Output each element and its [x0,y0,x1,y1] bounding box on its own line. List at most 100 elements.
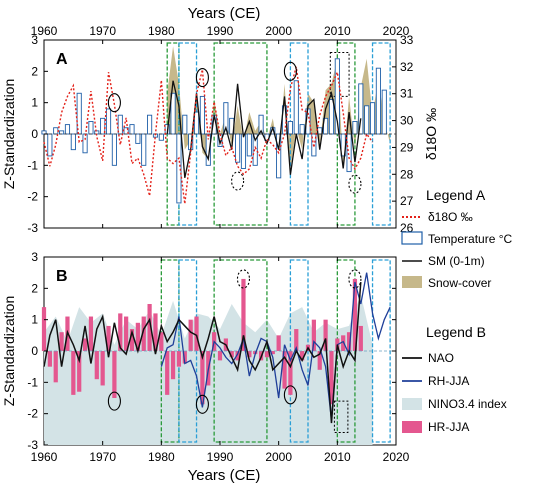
hr-jja-bar [329,351,334,405]
panel-a-y-axis-title: Z-Standardization [1,79,17,190]
temperature-bar [100,117,106,135]
hr-jja-bar [182,351,187,364]
panel-b-ticks: 1960 1970 1980 1990 2000 2010 2020 -3 -2 -1 0 1 2 3 [27,250,409,464]
temperature-bar [59,130,65,135]
y2-tick-label: 33 [400,33,414,47]
y-tick-label: 2 [31,64,38,78]
legend-a-item-d18o: δ18O ‰ [402,210,473,224]
legend-b: Legend B NAO RH-JJA NINO3.4 index HR-JJA [402,324,507,434]
hr-jja-bar [288,351,293,395]
x-tick-label: 2020 [383,450,410,464]
legend-a-item-snow-cover: Snow-cover [402,276,491,290]
hr-jja-bar [100,351,105,386]
y-tick-label: -1 [27,375,38,389]
legend-a-label-snow-cover: Snow-cover [428,276,491,290]
temperature-bar [170,92,176,135]
panel-b-circle-markers [107,269,362,414]
hr-jja-bar [71,351,76,395]
highlight-box-black [333,400,349,433]
legend-b-label-nino: NINO3.4 index [428,397,507,411]
x-tick-label: 1990 [207,24,234,38]
temperature-bar [293,80,299,135]
y-tick-label: 1 [31,96,38,110]
d18o-line [43,66,374,204]
legend-b-title: Legend B [426,324,486,340]
y-tick-label: -3 [27,438,38,452]
x-tick-label: 2020 [383,24,410,38]
legend-a-item-temperature: Temperature °C [401,231,512,246]
temperature-bar [375,67,381,135]
x-tick-label: 2000 [265,24,292,38]
temperature-bar [240,133,247,169]
x-tick-label: 1970 [89,450,116,464]
hr-jja-bar [194,316,199,351]
hr-jja-bar [341,335,346,351]
hr-jja-bar [188,319,193,351]
hr-jja-bar [135,322,140,351]
circle-marker [236,269,251,289]
y2-tick-label: 32 [400,60,414,74]
temperature-bar [76,92,82,135]
temperature-bar [70,133,76,151]
hr-jja-bar [59,332,64,351]
temperature-bar [105,108,112,135]
circle-marker [107,391,121,411]
circle-marker [283,61,297,81]
hr-jja-bar [217,351,223,361]
hr-jja-bar [352,278,358,351]
x-tick-label: 2010 [324,450,351,464]
circle-marker [195,394,209,414]
hr-jja-bar [323,319,328,351]
hr-jja-bar [77,351,82,392]
hr-jja-bar [264,351,270,358]
snow-cover-area-layer [167,46,391,169]
y-tick-label: -3 [27,221,38,235]
hr-jja-bar [276,335,281,351]
hr-jja-bar [229,351,234,358]
panel-b-lines-layer [43,272,391,424]
y-tick-label: -2 [27,190,38,204]
circle-marker [231,171,245,191]
y2-tick-label: 28 [400,167,414,181]
legend-a-label-temperature: Temperature °C [428,232,512,246]
temperature-bar [53,127,59,135]
panel-b: 1960 1970 1980 1990 2000 2010 2020 -3 -2 -1 0 1 2 3 B… [1,250,410,464]
y-tick-label: 3 [31,33,38,47]
panel-a-lines-layer [43,66,374,204]
temperature-bar [147,114,153,135]
y-tick-label: 2 [31,281,38,295]
hr-jja-bar [47,351,52,367]
sm-line [166,80,362,178]
legend-b-label-hr: HR-JJA [428,420,469,434]
hr-jja-bar [270,351,275,355]
temperature-bar [88,121,94,135]
temperature-bar [246,133,252,157]
temperature-bars-layer [41,58,387,204]
temperature-bar [381,89,387,135]
temperature-bar [346,133,352,173]
hr-jja-bar [300,351,305,361]
hr-jja-bar [176,351,182,367]
circle-marker [348,174,362,194]
y-tick-label: 1 [31,313,38,327]
x-tick-label: 2010 [324,24,351,38]
hr-jja-bar [241,278,246,351]
panel-a-circle-markers [107,61,362,194]
nao-line [43,282,362,424]
circle-marker [283,385,297,405]
temperature-bar [205,133,211,166]
hr-jja-bar [159,332,164,351]
temperature-bar [369,102,376,135]
hr-jja-bar [141,316,146,351]
hr-jja-bar [41,307,47,351]
legend-b-item-hr: HR-JJA [402,420,469,434]
legend-a-title: Legend A [426,187,486,203]
panel-a: 1960 1970 1980 1990 2000 2010 2020-3-2-1012326… [1,24,439,235]
snow-cover-area [167,46,391,169]
hr-jja-bar [235,351,240,361]
temperature-bar [176,133,182,204]
temperature-bar [334,58,340,135]
circle-marker [348,269,362,289]
temperature-bar [129,124,135,135]
x-tick-label: 1980 [148,24,175,38]
